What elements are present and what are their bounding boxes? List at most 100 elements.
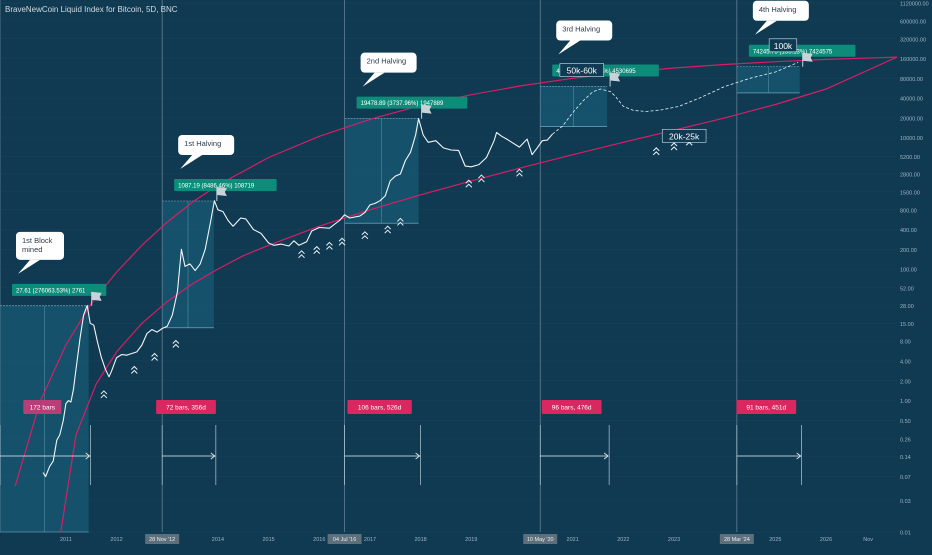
y-tick-label: 1500.00 <box>900 190 920 196</box>
flag-icon <box>216 187 227 197</box>
bracket-arrow-head <box>796 452 802 460</box>
x-tick-label: 2025 <box>769 537 781 543</box>
bracket-arrow-head <box>85 452 91 460</box>
y-tick-label: 0.01 <box>900 531 911 537</box>
buy-chevron-icon <box>313 245 321 254</box>
buy-chevron-icon <box>652 147 660 156</box>
callout-text: 1st Halving <box>184 139 221 148</box>
x-tick-label: 2017 <box>364 537 376 543</box>
y-tick-label: 80000.00 <box>900 77 923 83</box>
y-tick-label: 320000.00 <box>900 37 926 43</box>
annotation-text: 50k-60k <box>567 66 598 76</box>
bars-count-badge <box>347 400 412 414</box>
x-highlight-tick-box <box>327 534 362 544</box>
x-tick-label: 2026 <box>820 537 832 543</box>
bars-count-label: 91 bars, 451d <box>746 405 786 412</box>
y-tick-label: 0.03 <box>900 499 911 505</box>
annotation-box <box>661 128 707 143</box>
callout-pointer <box>558 40 581 55</box>
x-highlight-tick-box <box>523 534 558 544</box>
buy-chevron-icon <box>478 174 485 183</box>
flag-icon <box>802 52 813 62</box>
x-tick-label: 2022 <box>617 537 629 543</box>
cycle-value-label: 27.61 (276063.53%) 2761 <box>16 288 86 294</box>
flag-icon <box>610 72 621 82</box>
buy-chevron-icon <box>397 217 404 226</box>
x-tick-label: 2021 <box>567 537 579 543</box>
bracket-arrow-head <box>210 452 216 460</box>
y-tick-label: 0.07 <box>900 475 911 481</box>
annotation-box <box>768 38 798 53</box>
y-tick-label: 28.00 <box>900 304 914 310</box>
bars-count-badge <box>541 400 602 414</box>
buy-chevron-icon <box>100 390 108 399</box>
y-tick-label: 40000.00 <box>900 97 923 103</box>
y-tick-label: 1.00 <box>900 399 911 405</box>
buy-chevron-icon <box>384 225 392 234</box>
y-tick-label: 5200.00 <box>900 155 920 161</box>
y-tick-label: 1120000.00 <box>900 2 929 8</box>
y-tick-label: 100.00 <box>900 268 917 274</box>
y-tick-label: 0.50 <box>900 419 911 425</box>
cycle-value-badge <box>12 283 107 296</box>
flag-icon <box>91 291 102 301</box>
y-tick-label: 160000.00 <box>900 57 926 63</box>
callout-pointer <box>754 20 777 35</box>
callout-text: mined <box>22 245 42 254</box>
callout-pointer <box>362 72 385 87</box>
x-tick-label: 2016 <box>313 537 325 543</box>
x-highlight-tick-box <box>145 534 180 544</box>
annotation-text: 20k-25k <box>669 131 700 141</box>
bracket-arrow-head <box>415 452 421 460</box>
callout-pointer <box>18 259 40 274</box>
bars-count-badge <box>156 400 216 414</box>
y-tick-label: 8.00 <box>900 340 911 346</box>
bars-count-badge <box>736 400 797 414</box>
y-tick-label: 10000.00 <box>900 136 923 142</box>
x-highlight-tick-label: 28 Mar '24 <box>724 537 750 543</box>
y-tick-label: 4.00 <box>900 359 911 365</box>
projection-line <box>552 62 799 135</box>
buy-chevron-icon <box>670 142 678 151</box>
buy-chevron-icon <box>151 352 158 361</box>
buy-chevron-icon <box>172 339 180 348</box>
x-tick-label: Nov <box>863 537 873 543</box>
chart-title: BraveNewCoin Liquid Index for Bitcoin, 5… <box>5 5 178 14</box>
callout-text: 3rd Halving <box>562 25 600 34</box>
y-tick-label: 0.14 <box>900 455 911 461</box>
bars-count-label: 106 bars, 526d <box>358 405 402 412</box>
cycle-value-label: 19478.89 (3737.96%) 1947889 <box>361 101 444 107</box>
buy-chevron-icon <box>361 231 369 240</box>
y-tick-label: 800.00 <box>900 208 917 214</box>
x-highlight-tick-label: 28 Nov '12 <box>149 537 175 543</box>
cycle-value-label: 74245.75 (155.13%) 7424575 <box>753 49 833 55</box>
buy-chevron-icon <box>338 237 346 246</box>
cycle-value-label: 1087.19 (8486.46%) 108719 <box>178 184 255 190</box>
y-tick-label: 2.00 <box>900 379 911 385</box>
flag-icon <box>421 104 432 114</box>
x-tick-label: 2019 <box>465 537 477 543</box>
callout-text: 1st Block <box>22 236 53 245</box>
x-tick-label: 2014 <box>212 537 224 543</box>
x-tick-label: 2012 <box>110 537 122 543</box>
x-tick-label: 2023 <box>668 537 680 543</box>
annotation-text: 100k <box>774 41 793 51</box>
y-tick-label: 0.26 <box>900 438 911 444</box>
lower-log-curve <box>60 56 898 533</box>
bars-count-label: 96 bars, 476d <box>552 405 592 412</box>
y-tick-label: 52.00 <box>900 286 914 292</box>
buy-chevron-icon <box>465 179 473 188</box>
y-tick-label: 200.00 <box>900 248 917 254</box>
x-highlight-tick-label: 04 Jul '16 <box>333 537 356 543</box>
bars-count-label: 72 bars, 356d <box>166 405 206 412</box>
bracket-arrow-head <box>603 452 609 460</box>
bars-count-label: 172 bars <box>30 405 56 412</box>
callout-pointer <box>180 155 203 170</box>
bars-count-badge <box>23 400 62 414</box>
buy-chevron-icon <box>326 241 333 250</box>
callout-text: 2nd Halving <box>367 57 407 66</box>
callout-bubble <box>360 52 417 73</box>
callout-bubble <box>556 20 613 41</box>
